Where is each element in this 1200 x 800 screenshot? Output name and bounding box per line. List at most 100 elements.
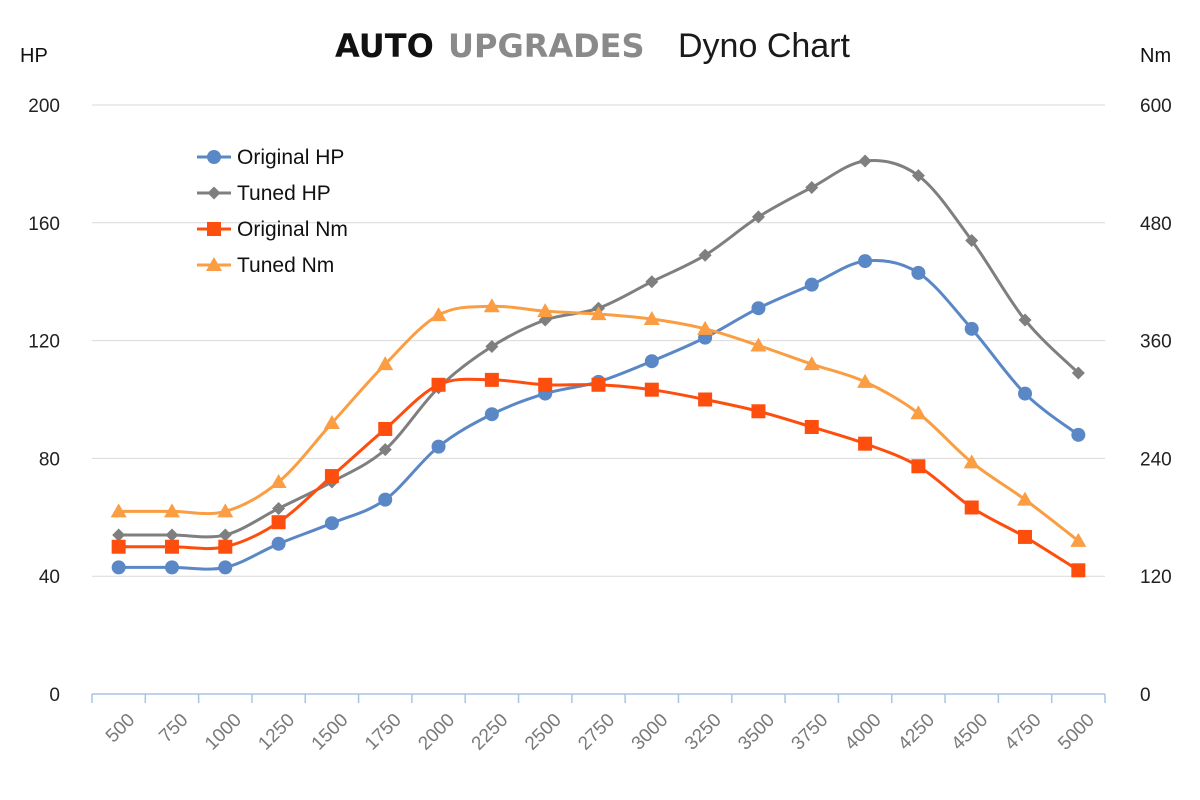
y-right-tick-label: 480 <box>1140 214 1172 235</box>
legend-label: Tuned HP <box>237 182 331 205</box>
data-point-original-hp <box>804 277 819 292</box>
x-axis <box>91 693 1106 703</box>
x-tick-label: 4250 <box>894 710 939 755</box>
data-point-original-nm <box>1071 563 1086 578</box>
data-point-tuned-hp <box>485 339 499 353</box>
left-axis-unit: HP <box>20 45 48 67</box>
legend-item-tuned-hp: Tuned HP <box>197 182 331 205</box>
data-point-original-nm <box>804 419 819 434</box>
legend: Original HP Tuned HP Original Nm Tuned Nm <box>197 146 348 277</box>
data-point-tuned-nm <box>537 303 554 318</box>
data-point-original-hp <box>164 560 179 575</box>
y-tick-labels: 0 0 40 120 80 240 120 360 160 480 200 600 <box>28 96 1171 706</box>
series-line-tuned-nm <box>118 304 1080 543</box>
x-tick-label: 4000 <box>841 710 886 755</box>
data-point-original-nm <box>644 382 659 397</box>
data-point-tuned-nm <box>963 454 980 469</box>
data-point-original-hp <box>1071 427 1086 442</box>
x-tick-label: 2750 <box>574 710 619 755</box>
data-point-original-hp <box>484 407 499 422</box>
data-point-original-nm <box>271 515 286 530</box>
x-tick-label: 1750 <box>361 710 406 755</box>
x-tick-label: 1000 <box>201 710 246 755</box>
legend-swatch-marker <box>207 186 221 200</box>
legend-item-original-nm: Original Nm <box>197 218 348 241</box>
data-point-original-hp <box>911 265 926 280</box>
data-point-tuned-hp <box>965 233 979 247</box>
data-point-tuned-nm <box>590 306 607 321</box>
x-tick-label: 4500 <box>948 710 993 755</box>
data-point-original-nm <box>484 372 499 387</box>
series-layer <box>110 154 1087 578</box>
data-point-tuned-nm <box>697 320 714 335</box>
data-point-tuned-hp <box>218 528 232 542</box>
y-left-tick-label: 200 <box>28 96 60 117</box>
data-point-original-hp <box>751 301 766 316</box>
data-point-original-hp <box>271 536 286 551</box>
data-point-tuned-hp <box>1071 366 1085 380</box>
data-point-original-hp <box>111 560 126 575</box>
data-point-tuned-nm <box>857 373 874 388</box>
y-left-tick-label: 80 <box>39 449 60 470</box>
data-point-tuned-hp <box>911 169 925 183</box>
y-right-tick-label: 600 <box>1140 96 1172 117</box>
data-point-original-nm <box>324 469 339 484</box>
data-point-tuned-nm <box>910 405 927 420</box>
x-tick-label: 2250 <box>468 710 513 755</box>
x-tick-label: 2000 <box>414 710 459 755</box>
legend-swatch-marker <box>206 257 222 271</box>
x-tick-label: 3500 <box>734 710 779 755</box>
data-point-original-nm <box>1018 529 1033 544</box>
x-tick-label: 3000 <box>628 710 673 755</box>
y-right-tick-label: 360 <box>1140 332 1172 353</box>
data-point-original-nm <box>911 459 926 474</box>
data-point-tuned-hp <box>698 248 712 262</box>
y-right-tick-label: 240 <box>1140 449 1172 470</box>
data-point-tuned-nm <box>270 473 287 488</box>
data-point-tuned-hp <box>645 275 659 289</box>
x-tick-label: 3750 <box>788 710 833 755</box>
data-point-original-hp <box>378 492 393 507</box>
x-tick-label: 2500 <box>521 710 566 755</box>
x-tick-labels: 500 750 1000 1250 1500 1750 2000 2250 2500 2750 30… <box>102 710 1099 755</box>
data-point-tuned-nm <box>1070 532 1087 547</box>
data-point-tuned-nm <box>1017 491 1034 506</box>
data-point-original-nm <box>964 500 979 515</box>
data-point-tuned-hp <box>805 180 819 194</box>
data-point-original-hp <box>324 516 339 531</box>
legend-swatch-marker <box>207 222 221 236</box>
x-tick-label: 1500 <box>308 710 353 755</box>
data-point-original-hp <box>858 254 873 269</box>
data-point-tuned-nm <box>217 503 234 518</box>
x-tick-label: 500 <box>102 710 139 747</box>
data-point-tuned-hp <box>112 528 126 542</box>
data-point-tuned-nm <box>430 307 447 322</box>
legend-item-original-hp: Original HP <box>197 146 344 169</box>
series-tuned-nm <box>110 298 1087 547</box>
x-tick-label: 3250 <box>681 710 726 755</box>
data-point-tuned-nm <box>803 356 820 371</box>
data-point-original-nm <box>164 539 179 554</box>
data-point-tuned-nm <box>643 311 660 326</box>
data-point-tuned-hp <box>858 154 872 168</box>
data-point-original-hp <box>218 560 233 575</box>
x-tick-label: 750 <box>155 710 192 747</box>
data-point-tuned-hp <box>272 501 286 515</box>
data-point-original-nm <box>378 421 393 436</box>
data-point-tuned-hp <box>1018 313 1032 327</box>
data-point-tuned-nm <box>377 356 394 371</box>
x-tick-label: 4750 <box>1001 710 1046 755</box>
data-point-original-nm <box>751 404 766 419</box>
data-point-original-nm <box>111 539 126 554</box>
y-left-tick-label: 40 <box>39 567 60 588</box>
title-brand-auto: AUTO <box>335 27 434 65</box>
data-point-tuned-nm <box>483 298 500 313</box>
data-point-original-nm <box>858 436 873 451</box>
data-point-original-hp <box>431 439 446 454</box>
data-point-tuned-nm <box>323 415 340 430</box>
title-brand-upgrades: UPGRADES <box>448 27 645 65</box>
y-left-tick-label: 160 <box>28 214 60 235</box>
data-point-tuned-nm <box>110 503 127 518</box>
